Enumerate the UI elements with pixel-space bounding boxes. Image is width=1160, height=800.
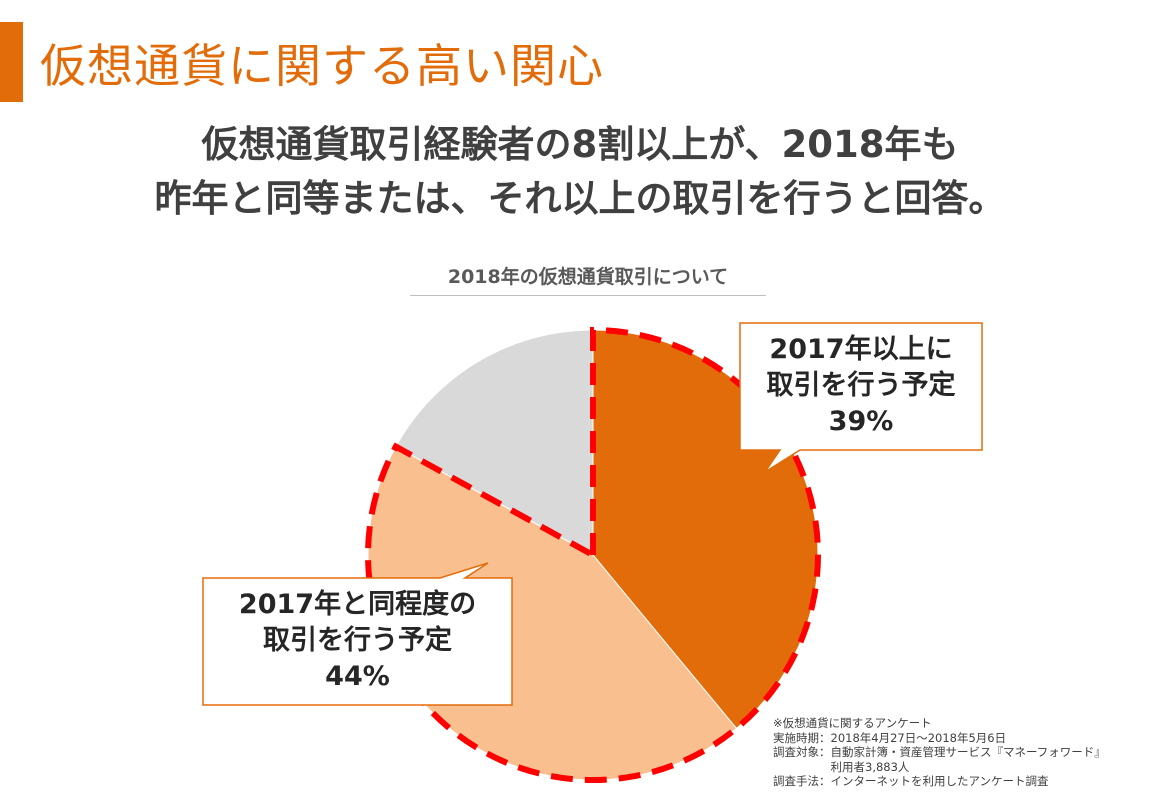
chart-title: 2018年の仮想通貨取引について [410, 262, 766, 296]
footnote-line: 調査手法：インターネットを利用したアンケート調査 [773, 774, 1049, 788]
headline: 仮想通貨取引経験者の8割以上が、2018年も 昨年と同等または、それ以上の取引を… [0, 118, 1160, 226]
slice-value-label: 39% [828, 406, 894, 437]
slice-value-label: 44% [325, 661, 390, 692]
footnote-line: 調査対象：自動家計簿・資産管理サービス『マネーフォワード』 [773, 745, 1106, 759]
slice-label: 2017年以上に [769, 334, 953, 365]
slice-label: 取引を行う予定 [263, 625, 452, 656]
footnote: ※仮想通貨に関するアンケート 実施時期：2018年4月27日～2018年5月6日調… [773, 716, 1106, 789]
footnote-line: 実施時期：2018年4月27日～2018年5月6日 [773, 730, 1007, 745]
callout-label-same: 2017年と同程度の 取引を行う予定 44% [203, 587, 512, 695]
slice-label: 2017年と同程度の [238, 589, 477, 620]
pie-slice-other [395, 329, 594, 556]
headline-line-1: 仮想通貨取引経験者の8割以上が、2018年も [201, 123, 959, 166]
footnote-line: 利用者3,883人 [773, 759, 910, 774]
slide-title: 仮想通貨に関する高い関心 [40, 39, 604, 93]
callout-box-more [739, 322, 983, 473]
title-accent-bar [0, 22, 23, 102]
headline-line-2: 昨年と同等または、それ以上の取引を行うと回答。 [154, 177, 1006, 220]
slice-label: 取引を行う予定 [766, 370, 956, 401]
callout-box-same [202, 562, 513, 706]
callout-label-more: 2017年以上に 取引を行う予定 39% [740, 332, 982, 440]
footnote-line: ※仮想通貨に関するアンケート [773, 716, 932, 730]
